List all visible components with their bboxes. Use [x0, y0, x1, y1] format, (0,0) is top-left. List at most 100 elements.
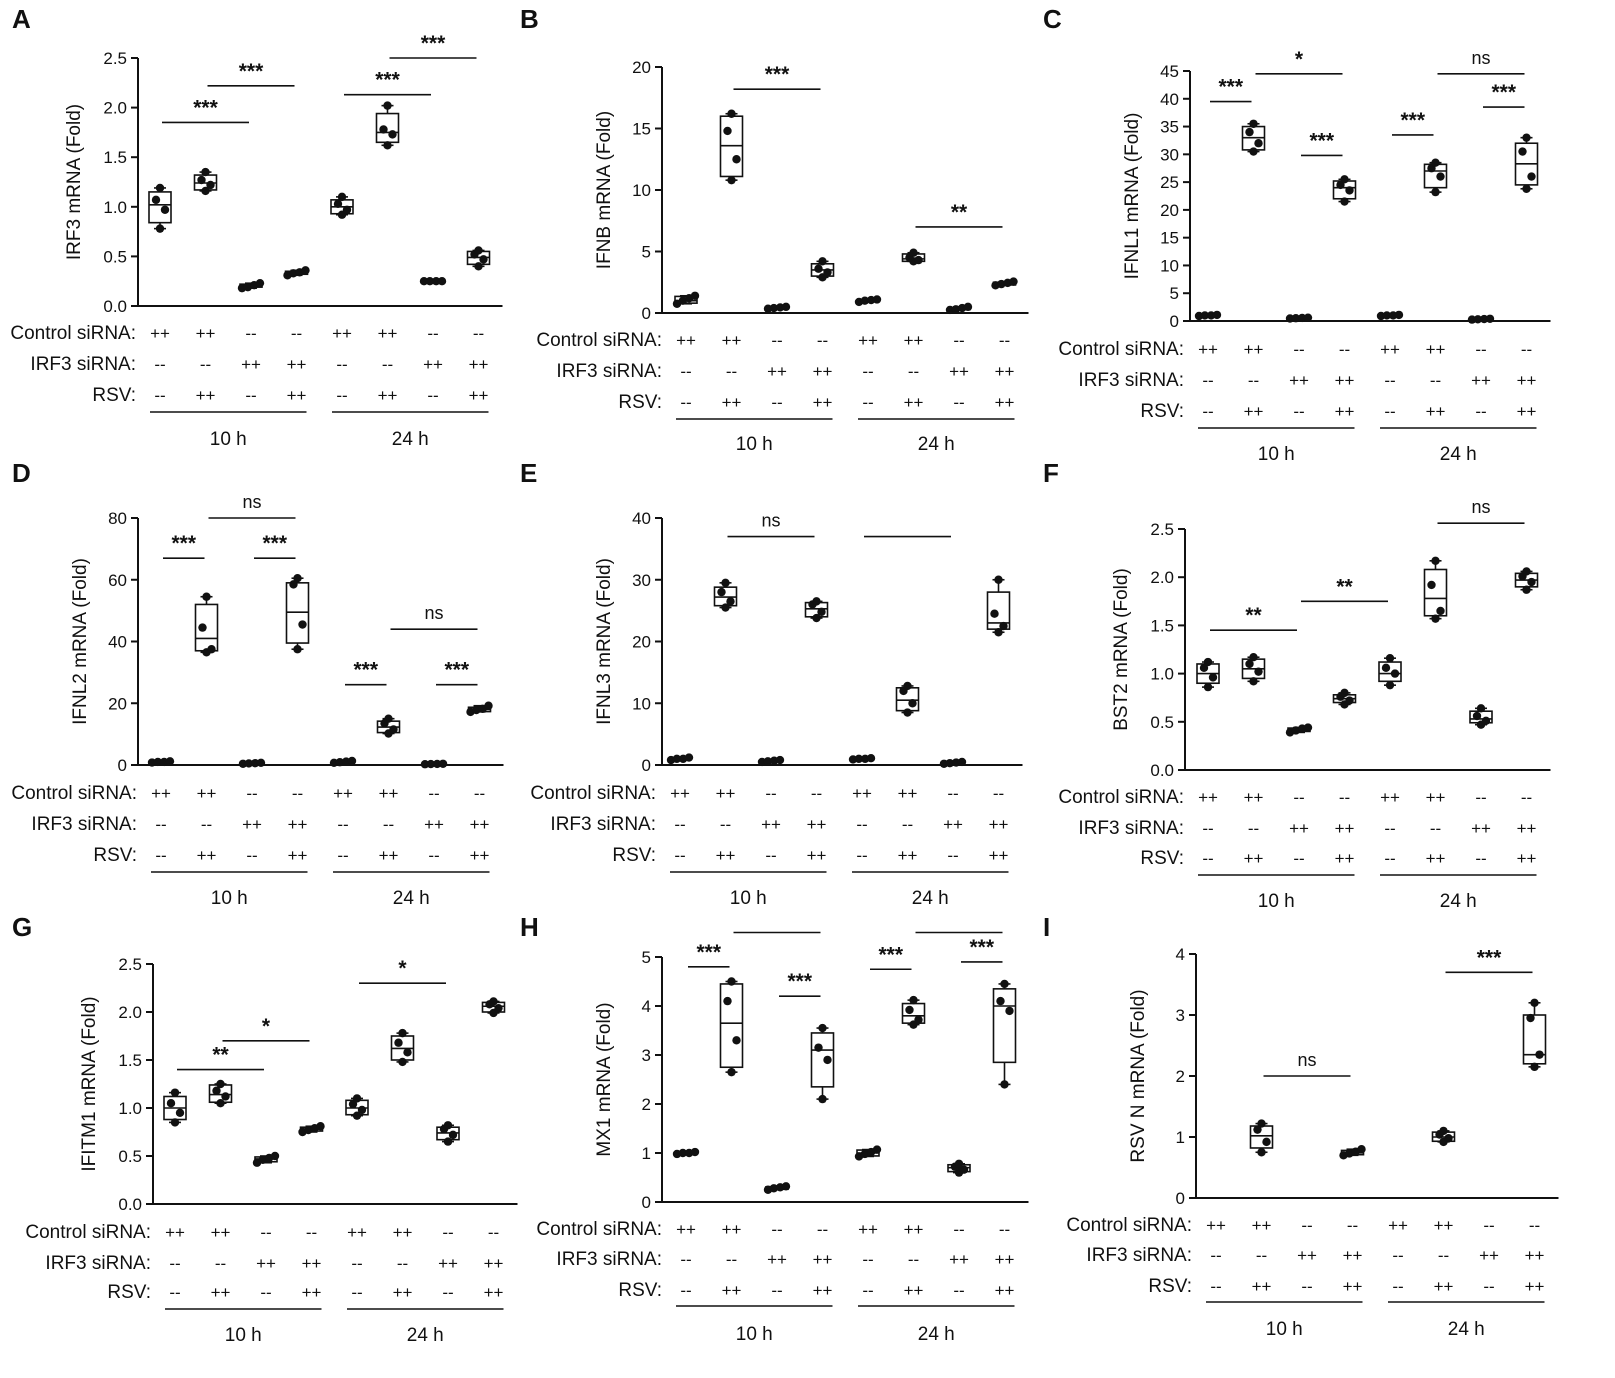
condition-symbol: -- — [169, 1254, 180, 1273]
data-point — [1345, 186, 1354, 195]
data-point — [1303, 313, 1313, 322]
condition-row-label: RSV: — [612, 845, 656, 866]
data-point — [1000, 1080, 1009, 1089]
y-tick-label: 1.0 — [1150, 665, 1174, 684]
condition-row-label: RSV: — [93, 845, 137, 866]
y-tick-label: 5 — [642, 243, 651, 262]
y-tick-label: 40 — [1160, 90, 1179, 109]
condition-symbol: -- — [1475, 849, 1486, 868]
data-point — [994, 628, 1003, 637]
condition-symbol: -- — [674, 846, 685, 865]
significance-label: *** — [353, 659, 378, 682]
data-point — [1245, 659, 1254, 669]
condition-symbol: ++ — [995, 362, 1015, 381]
box-group-5 — [345, 1094, 369, 1120]
condition-symbol: -- — [674, 815, 685, 834]
condition-symbol: ++ — [1525, 1277, 1545, 1296]
condition-symbol: -- — [291, 324, 302, 343]
significance-label: ns — [761, 511, 780, 531]
data-point — [999, 621, 1008, 631]
y-tick-label: 3 — [1176, 1006, 1185, 1025]
significance-label: ** — [212, 1044, 229, 1067]
data-point — [403, 1048, 412, 1057]
condition-symbol: -- — [817, 1220, 828, 1239]
data-point — [872, 1145, 882, 1154]
box-group-8 — [992, 979, 1017, 1089]
significance-label: *** — [1309, 129, 1334, 152]
condition-symbol: ++ — [858, 1220, 878, 1239]
condition-symbol: -- — [1301, 1216, 1312, 1235]
condition-symbol: ++ — [813, 1250, 833, 1269]
data-point — [212, 1086, 221, 1095]
data-point — [1527, 172, 1536, 181]
condition-symbol: -- — [953, 393, 964, 412]
data-point — [1436, 172, 1445, 181]
condition-symbol: -- — [1384, 849, 1395, 868]
condition-symbol: ++ — [1471, 371, 1491, 390]
time-label: 10 h — [1266, 1319, 1303, 1340]
condition-row-label: RSV: — [92, 385, 136, 406]
data-point — [957, 757, 967, 767]
data-point — [1254, 667, 1263, 676]
condition-symbol: -- — [1483, 1216, 1494, 1235]
condition-symbol: -- — [726, 362, 737, 381]
data-point — [293, 645, 302, 654]
data-point — [383, 141, 392, 150]
data-point — [175, 1108, 185, 1118]
data-point — [727, 1067, 736, 1077]
condition-symbol: -- — [771, 1220, 782, 1239]
condition-symbol: ++ — [1289, 819, 1309, 838]
box-group-4 — [810, 257, 835, 282]
box-group-2 — [719, 109, 744, 185]
condition-row-label: Control siRNA: — [1066, 1215, 1192, 1236]
y-tick-label: 0 — [1170, 312, 1179, 331]
time-label: 10 h — [1258, 444, 1295, 465]
significance-label: ns — [1297, 1050, 1316, 1070]
data-point — [484, 701, 493, 710]
y-tick-label: 4 — [642, 997, 651, 1016]
time-label: 24 h — [918, 1324, 955, 1345]
data-point — [244, 759, 254, 768]
condition-symbol: -- — [953, 1281, 964, 1300]
box-group-3 — [763, 302, 791, 313]
y-tick-label: 2 — [642, 1095, 651, 1114]
data-point — [1522, 133, 1531, 142]
condition-symbol: -- — [1210, 1277, 1221, 1296]
data-point — [1385, 680, 1395, 690]
time-label: 10 h — [730, 888, 767, 909]
time-label: 24 h — [393, 888, 430, 909]
data-point — [721, 603, 730, 612]
y-tick-label: 10 — [632, 694, 651, 713]
data-point — [432, 759, 442, 769]
panel-label-f: F — [1043, 458, 1059, 488]
condition-symbol: ++ — [943, 815, 963, 834]
condition-symbol: -- — [1301, 1277, 1312, 1296]
condition-row-label: RSV: — [1148, 1276, 1192, 1297]
condition-symbol: -- — [1293, 402, 1304, 421]
data-point — [201, 186, 210, 196]
condition-symbol: -- — [1438, 1246, 1449, 1265]
condition-symbol: ++ — [995, 1281, 1015, 1300]
data-point — [914, 1015, 923, 1024]
condition-row-label: IRF3 siRNA: — [30, 354, 136, 375]
data-point — [293, 574, 302, 583]
data-point — [732, 1036, 741, 1045]
condition-symbol: -- — [383, 815, 394, 834]
data-point — [994, 575, 1003, 584]
data-point — [903, 681, 912, 691]
condition-symbol: ++ — [1335, 371, 1355, 390]
condition-symbol: ++ — [807, 815, 827, 834]
significance-label: ** — [951, 201, 968, 224]
y-tick-label: 0.0 — [103, 297, 127, 316]
y-tick-label: 0.5 — [103, 247, 127, 266]
data-point — [763, 757, 773, 766]
data-point — [474, 262, 483, 271]
significance-label: *** — [765, 63, 790, 86]
data-point — [1381, 663, 1391, 673]
condition-symbol: ++ — [1335, 849, 1355, 868]
y-tick-label: 40 — [632, 509, 651, 528]
data-point — [769, 1184, 779, 1193]
data-point — [818, 1023, 827, 1033]
significance-label: *** — [262, 532, 287, 555]
